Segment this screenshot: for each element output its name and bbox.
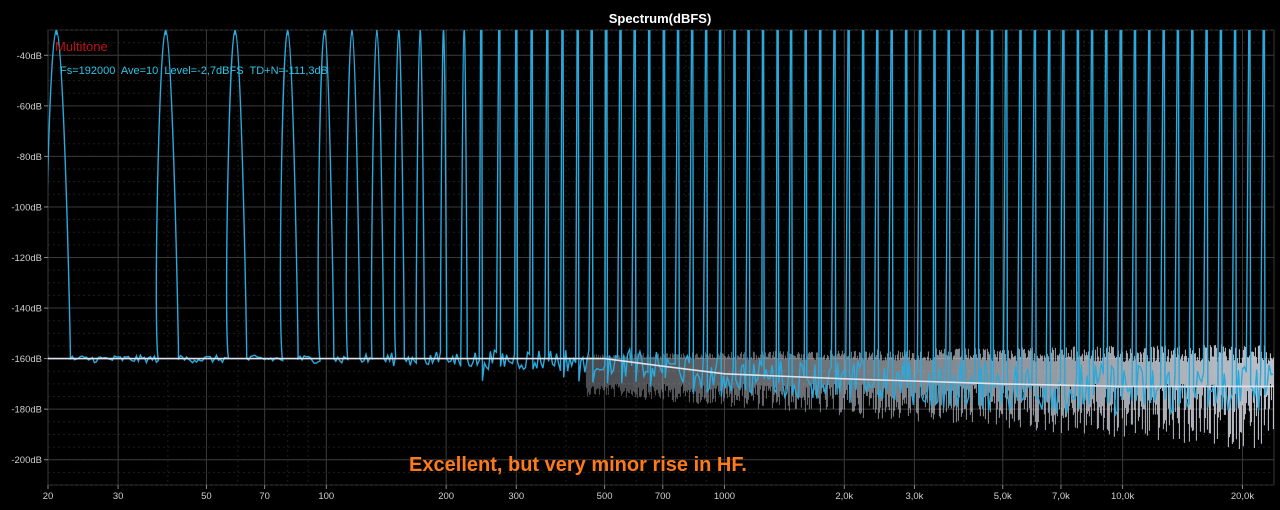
x-tick-label: 700 [655, 491, 671, 502]
x-tick-label: 20 [43, 491, 54, 502]
x-tick-label: 500 [597, 491, 613, 502]
x-tick-label: 100 [318, 491, 334, 502]
x-tick-label: 5,0k [994, 491, 1012, 502]
x-tick-label: 200 [438, 491, 454, 502]
y-axis-ticks: -40dB -60dB -80dB -100dB -120dB -140dB -160dB -… [11, 51, 48, 466]
y-tick-label: -200dB [11, 455, 42, 466]
chart-annotation: Excellent, but very minor rise in HF. [409, 454, 747, 476]
x-tick-label: 3,0k [905, 491, 923, 502]
legend-name: Multitone [55, 39, 108, 54]
legend-info: Fs=192000 Ave=10 Level=-2,7dBFS TD+N=-11… [60, 65, 328, 77]
y-tick-label: -100dB [11, 202, 42, 213]
y-tick-label: -160dB [11, 354, 42, 365]
series-line-tones [48, 30, 1274, 418]
y-tick-label: -40dB [17, 51, 42, 62]
x-tick-label: 30 [113, 491, 124, 502]
y-tick-label: -80dB [17, 152, 42, 163]
x-axis-ticks: 20 30 50 70 100 200 300 500 700 1000 2,0k 3,0k 5,0k 7… [43, 485, 1254, 502]
series-line-noise-floor [48, 357, 1274, 388]
y-tick-label: -60dB [17, 101, 42, 112]
x-tick-label: 7,0k [1052, 491, 1070, 502]
y-tick-label: -120dB [11, 253, 42, 264]
y-tick-label: -180dB [11, 405, 42, 416]
x-tick-label: 2,0k [835, 491, 853, 502]
y-tick-label: -140dB [11, 304, 42, 315]
x-tick-label: 70 [259, 491, 270, 502]
x-tick-label: 20,0k [1231, 491, 1254, 502]
x-tick-label: 50 [201, 491, 212, 502]
chart-title: Spectrum(dBFS) [609, 11, 712, 26]
x-tick-label: 1000 [714, 491, 735, 502]
x-tick-label: 10,0k [1111, 491, 1134, 502]
series-group [48, 30, 1274, 418]
x-tick-label: 300 [508, 491, 524, 502]
noise-floor-fill [585, 344, 1274, 449]
